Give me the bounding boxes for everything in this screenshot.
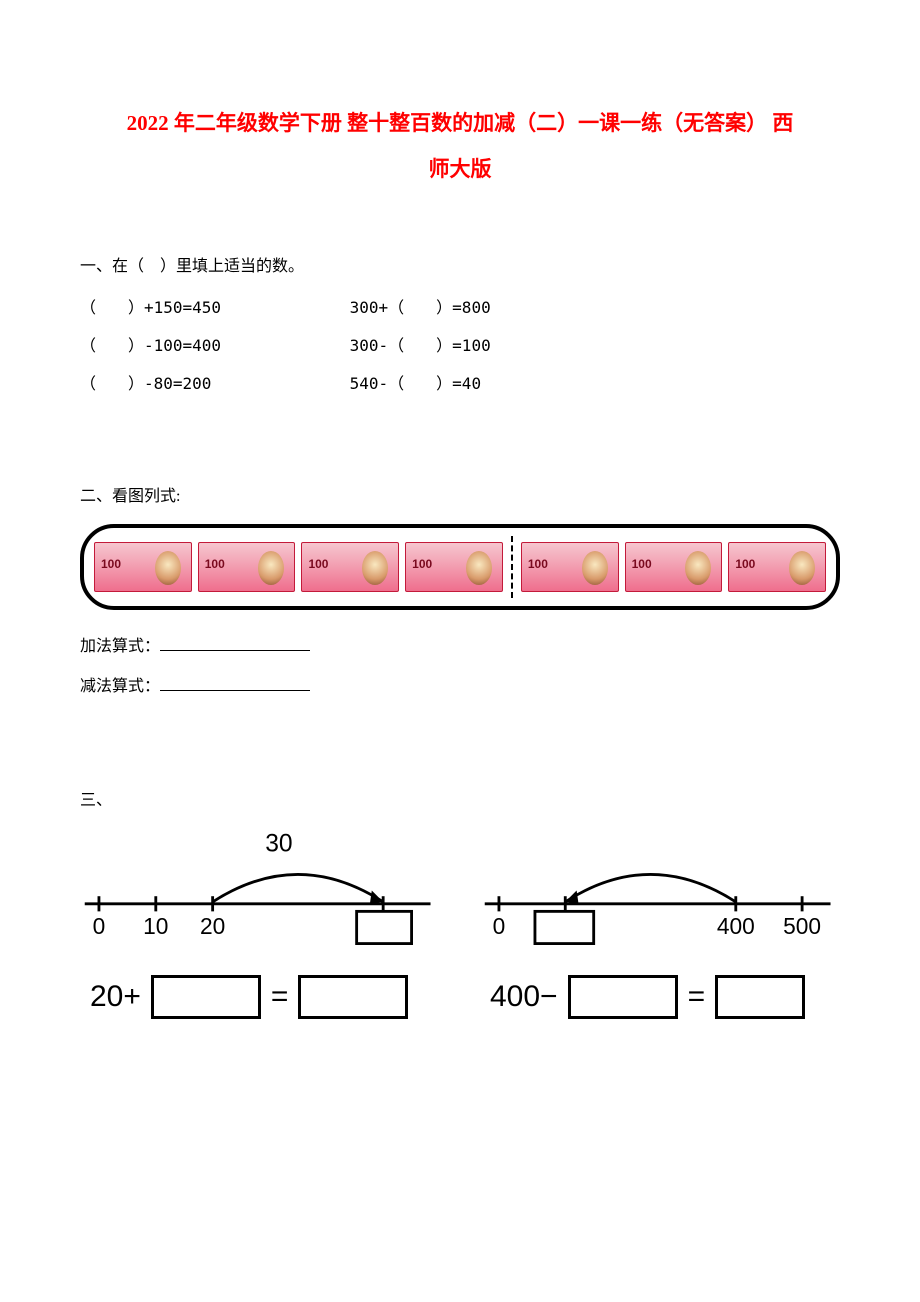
banknote [728,542,826,592]
title-line2: 师大版 [80,146,840,192]
banknote [625,542,723,592]
banknote [198,542,296,592]
section1-heading: 一、在（ ）里填上适当的数。 [80,252,840,276]
eq-0-left: （ ）+150=450 [80,294,340,318]
eq-right-box2 [715,975,805,1019]
addition-line: 加法算式： [80,632,840,656]
section3-heading: 三、 [80,786,840,810]
section2-heading: 二、看图列式: [80,482,840,506]
eq-left-prefix: 20+ [90,980,141,1014]
divider-dashed [511,536,513,598]
eq-right-equals: = [688,980,706,1014]
subtraction-line: 减法算式： [80,672,840,696]
eq-row-1: （ ）-100=400 300-（ ）=100 [80,332,840,356]
banknotes-capsule [80,524,840,610]
subtraction-label: 减法算式： [80,678,160,695]
banknote [94,542,192,592]
eq-2-right: 540-（ ）=40 [350,370,481,394]
arc-right-arrowhead [565,891,578,904]
tick-label-0r: 0 [493,913,506,939]
tick-label-20: 20 [200,913,225,939]
eq-right-box1 [568,975,678,1019]
numberline-right: 0 400 500 400− = [480,828,840,1018]
arc-left [213,875,384,902]
addition-label: 加法算式： [80,638,160,655]
answer-box-on-line-left [357,912,412,944]
answer-box-on-line-right [535,912,594,944]
eq-left-box2 [298,975,408,1019]
numberline-right-svg: 0 400 500 [480,828,840,951]
eq-row-0: （ ）+150=450 300+（ ）=800 [80,294,840,318]
tick-label-10: 10 [143,913,168,939]
tick-label-400: 400 [717,913,755,939]
banknote [405,542,503,592]
tick-label-0: 0 [93,913,106,939]
equation-right: 400− = [490,975,840,1019]
arc-label-30: 30 [265,831,292,858]
addition-blank [160,637,310,651]
eq-row-2: （ ）-80=200 540-（ ）=40 [80,370,840,394]
eq-1-right: 300-（ ）=100 [350,332,491,356]
numberline-left-svg: 30 0 10 20 [80,828,440,951]
arc-left-arrowhead [370,891,383,904]
eq-1-left: （ ）-100=400 [80,332,340,356]
eq-left-equals: = [271,980,289,1014]
eq-left-box1 [151,975,261,1019]
arc-right [565,875,736,902]
section3-figures: 30 0 10 20 20+ = [80,828,840,1018]
eq-0-right: 300+（ ）=800 [350,294,491,318]
title-line1: 2022 年二年级数学下册 整十整百数的加减（二）一课一练（无答案） 西 [80,100,840,146]
banknote [521,542,619,592]
banknotes-figure [80,524,840,610]
eq-right-prefix: 400− [490,980,558,1014]
document-title: 2022 年二年级数学下册 整十整百数的加减（二）一课一练（无答案） 西 师大版 [80,100,840,192]
numberline-left: 30 0 10 20 20+ = [80,828,440,1018]
subtraction-blank [160,677,310,691]
equation-left: 20+ = [90,975,440,1019]
banknote [301,542,399,592]
tick-label-500: 500 [783,913,821,939]
eq-2-left: （ ）-80=200 [80,370,340,394]
